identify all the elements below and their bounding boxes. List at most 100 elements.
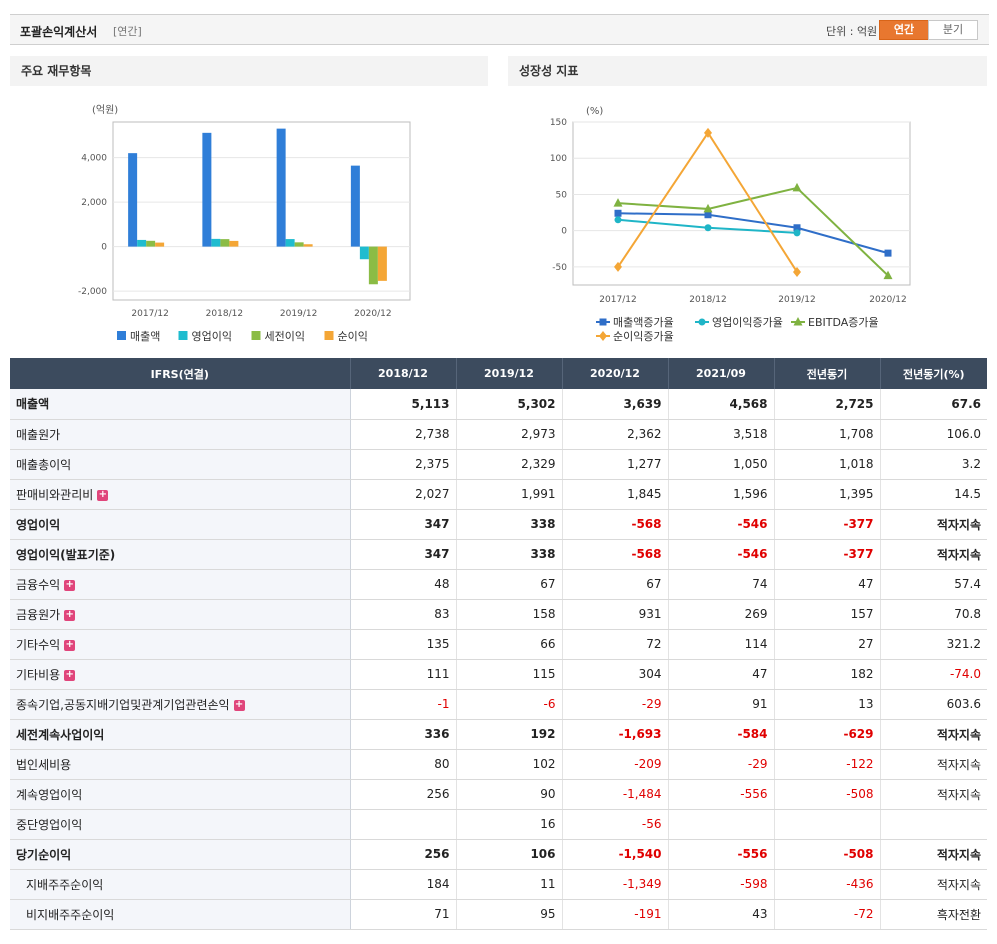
x-tick-label: 2019/12 <box>778 295 815 305</box>
legend-swatch <box>324 331 334 340</box>
income-statement-table: IFRS(연결) 2018/12 2019/12 2020/12 2021/09 전년동기… <box>10 358 987 930</box>
row-label[interactable]: 종속기업,공동지배기업및관계기업관련손익 + <box>10 689 351 720</box>
row-label-text: 당기순이익 <box>16 847 72 862</box>
y-tick-label: 0 <box>101 243 107 253</box>
expand-plus-icon[interactable]: + <box>97 488 109 501</box>
point-EBITDA증가율 <box>613 198 623 207</box>
table-cell: 338 <box>456 539 563 570</box>
table-cell: 67.6 <box>880 389 987 420</box>
row-label[interactable]: 금융원가 + <box>10 599 351 630</box>
row-label: 비지배주주순이익 <box>10 899 351 930</box>
table-cell: -546 <box>668 539 775 570</box>
legend-label: 매출액증가율 <box>613 316 674 329</box>
table-cell: 72 <box>562 629 669 660</box>
point-매출액증가율 <box>884 249 892 257</box>
bar-세전이익 <box>220 239 230 247</box>
point-영업이익증가율 <box>614 216 622 224</box>
bar-순이익 <box>229 240 239 247</box>
bar-영업이익 <box>137 239 147 247</box>
bar-매출액 <box>202 132 212 247</box>
annual-button[interactable]: 연간 <box>879 20 929 40</box>
bar-순이익 <box>303 244 313 247</box>
y-tick-label: 2,000 <box>81 198 107 208</box>
bar-매출액 <box>128 153 138 247</box>
row-label-text: 지배주주순이익 <box>26 877 104 892</box>
table-cell <box>774 809 881 840</box>
x-tick-label: 2018/12 <box>689 295 726 305</box>
table-cell: 256 <box>350 779 457 810</box>
legend-label: 순이익증가율 <box>613 330 674 343</box>
table-row: 금융수익 +48 67 67 74 47 57.4 <box>10 569 987 600</box>
table-cell: 347 <box>350 539 457 570</box>
table-cell: 71 <box>350 899 457 930</box>
table-cell: 1,018 <box>774 449 881 480</box>
row-label-text: 매출액 <box>16 397 50 412</box>
table-cell: 적자지속 <box>880 779 987 810</box>
table-cell: 57.4 <box>880 569 987 600</box>
row-label-text: 중단영업이익 <box>16 817 83 832</box>
table-row: 세전계속사업이익 336 192 -1,693 -584 -629 적자지속 <box>10 718 987 750</box>
table-cell: -191 <box>562 899 669 930</box>
legend-label: 세전이익 <box>265 330 305 343</box>
table-cell: 1,395 <box>774 479 881 510</box>
x-tick-label: 2017/12 <box>131 309 168 319</box>
table-cell: 74 <box>668 569 775 600</box>
row-label[interactable]: 금융수익 + <box>10 569 351 600</box>
table-cell: 적자지속 <box>880 749 987 780</box>
table-cell: 192 <box>456 718 563 750</box>
header-col: 전년동기 <box>774 358 881 389</box>
statement-header: 포괄손익계산서 [연간] 단위 : 억원 연간 분기 <box>10 14 989 45</box>
table-cell: -568 <box>562 539 669 570</box>
row-label[interactable]: 기타수익 + <box>10 629 351 660</box>
table-cell: 16 <box>456 809 563 840</box>
row-label[interactable]: 판매비와관리비 + <box>10 479 351 510</box>
row-label: 당기순이익 <box>10 838 351 870</box>
legend-label: 매출액 <box>130 330 160 343</box>
expand-plus-icon[interactable]: + <box>64 668 76 681</box>
row-label: 영업이익 <box>10 508 351 540</box>
table-cell: 111 <box>350 659 457 690</box>
table-cell: 43 <box>668 899 775 930</box>
row-label: 법인세비용 <box>10 749 351 780</box>
table-row: 종속기업,공동지배기업및관계기업관련손익 + -1 -6 -29 91 13 603.6 <box>10 689 987 720</box>
table-cell: -209 <box>562 749 669 780</box>
line-순이익증가율 <box>617 131 798 273</box>
legend-label: 순이익 <box>338 330 368 343</box>
table-cell: 1,596 <box>668 479 775 510</box>
table-cell: -436 <box>774 869 881 900</box>
table-cell: 182 <box>774 659 881 690</box>
header-col: 전년동기(%) <box>880 358 987 389</box>
expand-plus-icon[interactable]: + <box>64 608 76 621</box>
line-EBITDA증가율 <box>617 186 889 277</box>
table-cell <box>668 809 775 840</box>
table-cell: -6 <box>456 689 563 720</box>
row-label-text: 기타수익 <box>16 637 61 652</box>
point-영업이익증가율 <box>704 224 712 232</box>
expand-plus-icon[interactable]: + <box>233 698 245 711</box>
line-영업이익증가율 <box>617 218 798 234</box>
table-cell: -1 <box>350 689 457 720</box>
bar-세전이익 <box>368 246 378 285</box>
table-cell: 66 <box>456 629 563 660</box>
row-label-text: 기타비용 <box>16 667 61 682</box>
table-cell: 2,738 <box>350 419 457 450</box>
period-label: [연간] <box>113 25 142 38</box>
table-row: 판매비와관리비 +2,027 1,991 1,845 1,596 1,395 14.5 <box>10 479 987 510</box>
point-EBITDA증가율 <box>792 182 802 192</box>
table-cell: 적자지속 <box>880 718 987 750</box>
table-cell: -598 <box>668 869 775 900</box>
table-cell: -546 <box>668 508 775 540</box>
legend-label: 영업이익 <box>192 330 232 343</box>
row-label-text: 비지배주주순이익 <box>26 907 115 922</box>
table-row: 매출원가 2,738 2,973 2,362 3,518 1,708 106.0 <box>10 419 987 450</box>
table-cell: 158 <box>456 599 563 630</box>
expand-plus-icon[interactable]: + <box>64 638 76 651</box>
expand-plus-icon[interactable]: + <box>64 578 76 591</box>
row-label[interactable]: 기타비용 + <box>10 659 351 690</box>
header-col: 2018/12 <box>350 358 457 389</box>
bar-영업이익 <box>211 238 221 247</box>
table-cell: -29 <box>668 749 775 780</box>
table-cell: 338 <box>456 508 563 540</box>
quarter-button[interactable]: 분기 <box>928 20 978 40</box>
table-cell: 2,027 <box>350 479 457 510</box>
